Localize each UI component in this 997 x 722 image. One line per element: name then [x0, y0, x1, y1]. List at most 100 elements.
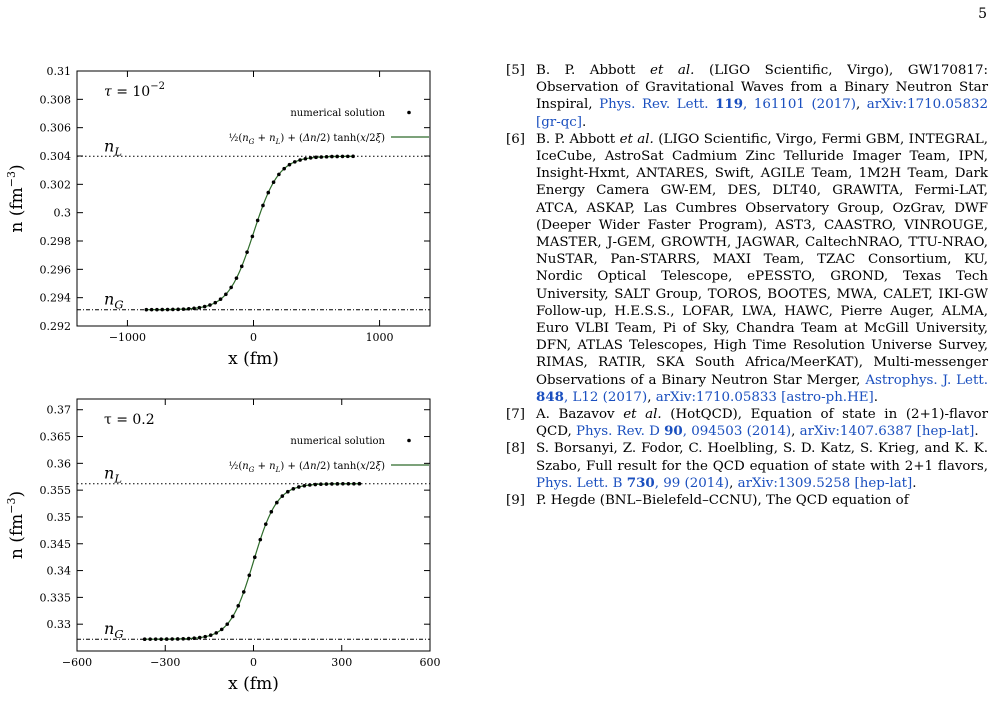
numerical-solution-point — [213, 300, 218, 305]
numerical-solution-point — [225, 622, 230, 626]
x-tick-label: −1000 — [109, 331, 146, 344]
reference-text: , — [791, 424, 800, 440]
reference-number: [9] — [506, 493, 525, 509]
reference-text: . — [873, 389, 879, 405]
numerical-solution-point — [181, 637, 186, 641]
reference-text: . — [582, 114, 587, 130]
numerical-solution-point — [229, 285, 233, 290]
numerical-solution-point — [346, 481, 351, 486]
numerical-solution-point — [160, 307, 165, 312]
numerical-solution-point — [258, 537, 263, 542]
y-tick-label: 0.365 — [40, 431, 72, 444]
reference-link[interactable]: arXiv:1710.05833 [astro-ph.HE] — [655, 389, 874, 405]
density-profile-plot-tau-0.2: 0.33 0.335 0.34 0.345 0.35 0.355 0.36 0.365 0.37… — [5, 398, 441, 694]
numerical-solution-point — [319, 155, 324, 159]
reference-list: [5] B. P. Abbott et al. (LIGO Scientific,… — [506, 62, 988, 509]
reference-item: [8] S. Borsanyi, Z. Fodor, C. Hoelbling, … — [506, 440, 988, 492]
legend-fit-label: ½(nG + nL) + (Δn/2) tanh(x/2ξ) — [229, 133, 385, 146]
numerical-solution-point — [197, 635, 202, 640]
numerical-solution-point — [234, 276, 239, 280]
x-tick-label: 0 — [250, 656, 257, 669]
numerical-solution-point — [214, 631, 219, 635]
numerical-solution-point — [148, 637, 152, 641]
numerical-solution-point — [280, 494, 285, 498]
numerical-solution-point — [224, 292, 228, 297]
numerical-solution-point — [298, 158, 302, 162]
numerical-solution-point — [302, 483, 307, 488]
y-tick-label: 0.302 — [40, 178, 72, 191]
numerical-solution-point — [292, 160, 297, 164]
n-G-label: nG — [104, 290, 124, 312]
numerical-solution-point — [186, 307, 191, 311]
reference-link[interactable]: 848 — [536, 388, 564, 405]
y-tick-label: 0.37 — [47, 404, 72, 417]
numerical-solution-point — [208, 633, 213, 638]
y-tick-label: 0.308 — [40, 93, 72, 106]
legend-fit-label: ½(nG + nL) + (Δn/2) tanh(x/2ξ) — [229, 461, 385, 474]
reference-text: A. Bazavov — [536, 407, 624, 423]
numerical-solution-point — [203, 634, 208, 639]
reference-link[interactable]: 90 — [664, 423, 683, 440]
numerical-solution-point — [266, 190, 271, 195]
numerical-solution-point — [324, 154, 329, 159]
numerical-solution-point — [192, 306, 196, 311]
numerical-solution-point — [330, 154, 334, 159]
y-tick-label: 0.33 — [47, 618, 72, 631]
numerical-solution-point — [324, 482, 329, 486]
numerical-solution-point — [261, 203, 265, 208]
numerical-solution-point — [335, 482, 340, 486]
reference-link[interactable]: 119 — [715, 96, 744, 113]
reference-link[interactable]: Astrophys. J. Lett. — [865, 372, 988, 388]
reference-link[interactable]: , L12 (2017) — [563, 389, 648, 405]
reference-text: et al. — [623, 407, 662, 423]
legend-point-marker — [407, 438, 411, 443]
reference-text: , — [729, 475, 738, 491]
reference-link[interactable]: arXiv:1407.6387 [hep-lat] — [799, 424, 975, 440]
numerical-solution-point — [277, 172, 281, 177]
numerical-solution-point — [149, 307, 154, 312]
numerical-solution-point — [170, 637, 174, 641]
numerical-solution-point — [144, 307, 149, 312]
x-tick-label: 600 — [420, 656, 441, 669]
reference-link[interactable]: Phys. Lett. B — [536, 475, 627, 491]
reference-link[interactable]: , 094503 (2014) — [682, 424, 792, 440]
numerical-solution-point — [313, 482, 318, 487]
numerical-solution-point — [308, 483, 312, 487]
reference-item: [9] P. Hegde (BNL–Bielefeld–CCNU), The QC… — [506, 492, 988, 509]
y-tick-label: 0.304 — [40, 150, 72, 163]
y-tick-label: 0.296 — [40, 263, 72, 276]
y-tick-label: 0.335 — [40, 591, 72, 604]
numerical-solution-point — [357, 481, 362, 486]
x-tick-label: 300 — [331, 656, 352, 669]
reference-text: B. P. Abbott — [536, 131, 620, 147]
numerical-solution-point — [352, 481, 356, 486]
numerical-solution-point — [202, 304, 207, 309]
x-axis-label: x (fm) — [228, 674, 279, 694]
legend-numerical-label: numerical solution — [290, 436, 385, 447]
reference-link[interactable]: Phys. Rev. D — [576, 424, 665, 440]
numerical-solution-point — [181, 307, 186, 311]
reference-text: et al. — [619, 131, 654, 147]
reference-item: [6] B. P. Abbott et al. (LIGO Scientific,… — [506, 131, 988, 406]
density-profile-plot-tau-0.01: 0.292 0.294 0.296 0.298 0.3 0.302 0.304 0.306 0.… — [5, 65, 431, 369]
numerical-solution-point — [340, 154, 345, 159]
tau-annotation: τ = 0.2 — [104, 412, 155, 428]
reference-text: (LIGO Scientific, Virgo, Fermi GBM, INTE… — [536, 131, 988, 388]
x-tick-label: 1000 — [366, 331, 394, 344]
x-tick-label: −300 — [150, 656, 180, 669]
reference-link[interactable]: , 99 (2014) — [654, 475, 730, 491]
tanh-fit-curve — [146, 155, 354, 311]
reference-link[interactable]: arXiv:1309.5258 [hep-lat] — [737, 475, 913, 491]
x-tick-label: 0 — [250, 331, 257, 344]
reference-link[interactable]: , 161101 (2017) — [743, 97, 856, 113]
page-number: 5 — [978, 6, 987, 22]
reference-number: [6] — [506, 131, 525, 147]
numerical-solution-point — [314, 155, 318, 160]
y-tick-label: 0.35 — [47, 511, 72, 524]
reference-number: [5] — [506, 63, 525, 78]
reference-link[interactable]: 730 — [626, 474, 655, 491]
reference-link[interactable]: arXiv:1710.05832 [gr-qc] — [536, 97, 989, 130]
numerical-solution-point — [275, 500, 279, 505]
reference-text: , — [647, 389, 656, 405]
reference-link[interactable]: Phys. Rev. Lett. — [599, 97, 716, 113]
